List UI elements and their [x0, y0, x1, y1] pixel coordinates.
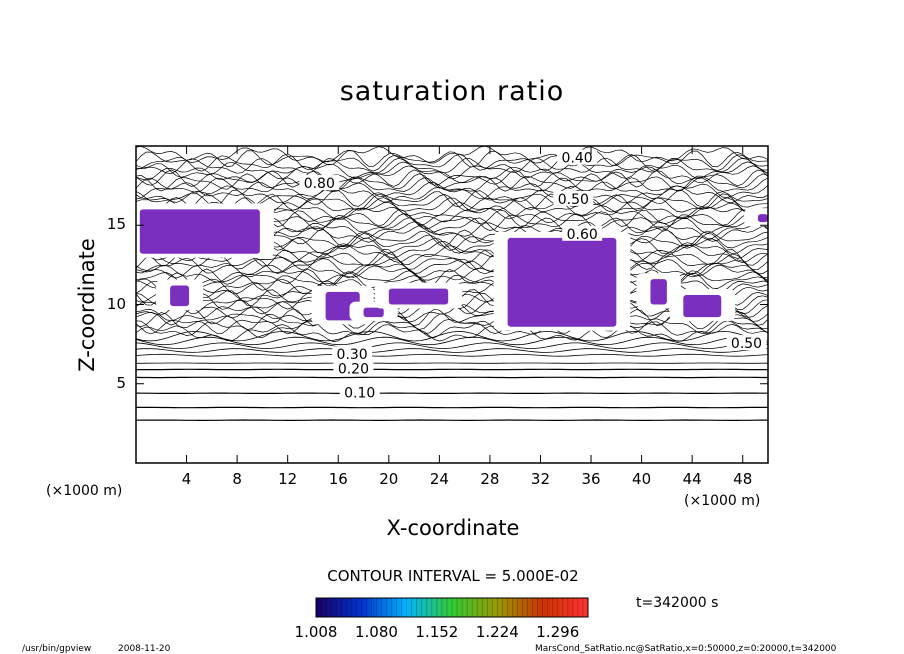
- contour-label: 0.40: [562, 151, 593, 167]
- supersaturation-region: [650, 279, 667, 305]
- x-tick-label: 28: [480, 470, 500, 488]
- footer-program: /usr/bin/gpview: [22, 644, 92, 654]
- supersaturation-region: [683, 294, 722, 318]
- supersaturation-region: [139, 209, 260, 254]
- contour-line: [136, 153, 768, 172]
- supersaturation-region: [388, 288, 449, 305]
- contour-line: [136, 312, 768, 331]
- supersaturation-fills: [136, 203, 768, 331]
- contour-label-bg: [333, 360, 374, 376]
- x-unit-left: (×1000 m): [46, 483, 123, 499]
- contour-label-bg: [726, 335, 767, 351]
- contour-label-bg: [553, 190, 594, 206]
- contour-line: [136, 169, 768, 188]
- x-tick-label: 12: [278, 470, 298, 488]
- contour-label: 0.50: [558, 192, 589, 208]
- colorbar-tick-label: 1.224: [475, 623, 519, 641]
- contour-line: [136, 157, 768, 174]
- contour-labels: 0.10 0.200.30 0.40 0.50 0.60 0.80 0.50: [299, 149, 767, 401]
- x-tick-label: 16: [328, 470, 348, 488]
- contour-label: 0.50: [731, 336, 762, 352]
- contour-line: [136, 308, 768, 327]
- contour-line: [136, 181, 768, 200]
- contour-line: [136, 165, 768, 184]
- contour-line: [136, 257, 768, 275]
- x-tick-label: 36: [581, 470, 601, 488]
- x-tick-label: 4: [181, 470, 192, 488]
- supersaturation-region: [170, 285, 190, 307]
- contour-label-bg: [332, 346, 373, 362]
- chart-title: saturation ratio: [339, 76, 565, 107]
- contour-line: [136, 197, 768, 213]
- contour-line: [136, 173, 768, 192]
- y-tick-label: 10: [106, 294, 126, 313]
- contour-label: 0.10: [344, 385, 375, 401]
- y-tick-marks: [136, 224, 768, 385]
- x-tick-label: 8: [232, 470, 242, 488]
- contour-label-bg: [339, 384, 380, 400]
- contour-label: 0.60: [567, 227, 598, 243]
- colorbar-tick-label: 1.152: [415, 623, 459, 641]
- supersaturation-region: [507, 237, 617, 327]
- contour-line: [136, 336, 768, 346]
- y-tick-label: 15: [106, 215, 126, 234]
- x-tick-label: 20: [379, 470, 399, 488]
- contour-line: [136, 161, 768, 180]
- contour-line: [136, 348, 768, 353]
- colorbar-tick-label: 1.008: [294, 623, 338, 641]
- contour-label: 0.30: [337, 347, 368, 363]
- x-unit-right: (×1000 m): [684, 493, 761, 509]
- footer-date: 2008-11-20: [118, 644, 171, 654]
- supersaturation-region: [757, 214, 768, 223]
- contour-label-bg: [557, 149, 598, 165]
- contour-line: [136, 324, 768, 342]
- contour-label-bg: [299, 175, 340, 191]
- x-tick-label: 44: [682, 470, 702, 488]
- x-tick-marks: [186, 146, 744, 463]
- contour-line: [136, 304, 768, 323]
- footer-source: MarsCond_SatRatio.nc@SatRatio,x=0:50000,…: [535, 644, 837, 654]
- x-axis-label: X-coordinate: [386, 516, 520, 540]
- contour-label: 0.80: [304, 176, 335, 192]
- colorbar-tick-label: 1.296: [536, 623, 580, 641]
- x-tick-label: 40: [632, 470, 652, 488]
- contour-line: [136, 342, 768, 349]
- colorbar-tick-label: 1.080: [354, 623, 398, 641]
- contour-line: [136, 150, 768, 168]
- contour-label: 0.20: [338, 361, 369, 377]
- contour-line: [136, 146, 768, 164]
- x-tick-label: 32: [530, 470, 551, 488]
- supersaturation-region: [363, 307, 384, 318]
- contour-line: [136, 318, 768, 335]
- time-label: t=342000 s: [636, 595, 719, 611]
- contour-line: [136, 353, 768, 357]
- colorbar: [315, 597, 589, 618]
- x-tick-label: 24: [429, 470, 449, 488]
- x-tick-label: 48: [733, 470, 753, 488]
- contour-interval-text: CONTOUR INTERVAL = 5.000E-02: [327, 567, 579, 585]
- contour-line: [136, 260, 768, 279]
- contour-label-bg: [562, 225, 603, 241]
- contour-line: [136, 330, 768, 342]
- y-tick-label: 5: [116, 373, 126, 392]
- contour-line: [136, 177, 768, 193]
